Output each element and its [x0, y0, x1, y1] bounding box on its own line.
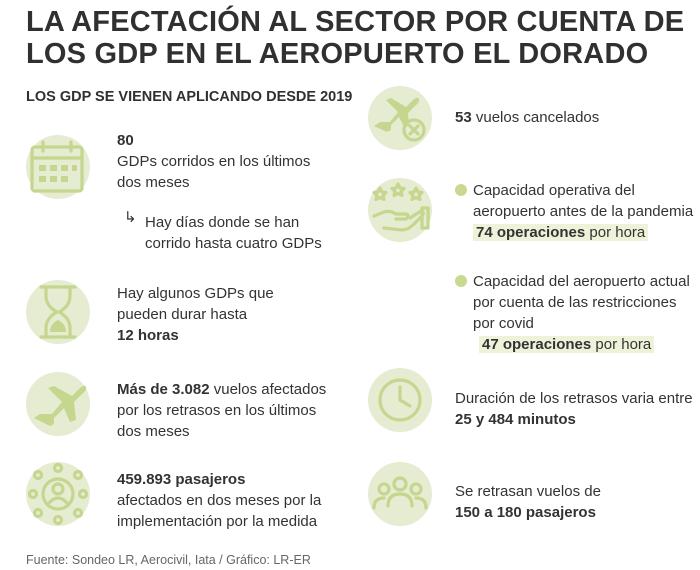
- people-network-icon: [26, 462, 90, 526]
- cancelled-bold: 53: [455, 109, 472, 126]
- passengers-line3: implementación por la medida: [117, 513, 318, 530]
- rating-hand-icon: [368, 178, 432, 242]
- gdps-note-line1: Hay días donde se han: [145, 214, 300, 231]
- delayed-pax-line1: Se retrasan vuelos de: [455, 483, 601, 500]
- flights-rest: vuelos afectados: [209, 381, 327, 398]
- gdps-note-line2: corrido hasta cuatro GDPs: [145, 235, 322, 252]
- flights-bold: Más de 3.082: [117, 381, 210, 398]
- passengers-value: 459.893 pasajeros: [117, 471, 246, 488]
- duration-value: 12 horas: [117, 327, 179, 344]
- duration-line1: Hay algunos GDPs que: [117, 285, 274, 302]
- gdps-line1: GDPs corridos en los últimos: [117, 153, 311, 170]
- clock-icon: [368, 368, 432, 432]
- bullet-dot: [455, 275, 467, 287]
- hourglass-icon: [26, 280, 90, 344]
- gdps-line2: dos meses: [117, 174, 190, 191]
- title-line-1: LA AFECTACIÓN AL SECTOR POR CUENTA DE: [26, 6, 685, 38]
- calendar-icon: [26, 135, 90, 199]
- capacity-before-line2: aeropuerto antes de la pandemia: [473, 203, 694, 220]
- duration-line2: pueden durar hasta: [117, 306, 248, 323]
- cancelled-rest: vuelos cancelados: [471, 109, 600, 126]
- capacity-now-line1: Capacidad del aeropuerto actual: [473, 273, 690, 290]
- bullet-dot: [455, 184, 467, 196]
- flights-block: Más de 3.082 vuelos afectados por los re…: [117, 379, 326, 442]
- group-icon: [368, 462, 432, 526]
- cancelled-block: 53 vuelos cancelados: [455, 107, 599, 128]
- duration-block: Hay algunos GDPs que pueden durar hasta …: [117, 283, 274, 346]
- source-note: Fuente: Sondeo LR, Aerocivil, Iata / Grá…: [26, 553, 311, 567]
- passengers-block: 459.893 pasajeros afectados en dos meses…: [117, 469, 321, 532]
- delayed-pax-block: Se retrasan vuelos de 150 a 180 pasajero…: [455, 481, 601, 523]
- capacity-now-block: Capacidad del aeropuerto actual por cuen…: [473, 271, 690, 355]
- flights-line3: dos meses: [117, 423, 190, 440]
- capacity-now-unit: por hora: [591, 336, 652, 353]
- title-line-2: LOS GDP EN EL AEROPUERTO EL DORADO: [26, 38, 649, 70]
- gdps-block: 80 GDPs corridos en los últimos dos mese…: [117, 130, 310, 193]
- flights-line2: por los retrasos en los últimos: [117, 402, 317, 419]
- subtitle: LOS GDP SE VIENEN APLICANDO DESDE 2019: [26, 89, 353, 105]
- delayed-pax-value: 150 a 180 pasajeros: [455, 504, 596, 521]
- delays-line1: Duración de los retrasos varia entre: [455, 390, 693, 407]
- cancelled-flight-icon: [368, 86, 432, 150]
- gdps-number: 80: [117, 132, 134, 149]
- passengers-line2: afectados en dos meses por la: [117, 492, 322, 509]
- capacity-now-line2: por cuenta de las restricciones: [473, 294, 677, 311]
- page-title: LA AFECTACIÓN AL SECTOR POR CUENTA DE LO…: [26, 6, 686, 70]
- capacity-before-block: Capacidad operativa del aeropuerto antes…: [473, 180, 693, 243]
- capacity-before-unit: por hora: [585, 224, 646, 241]
- gdps-note: Hay días donde se han corrido hasta cuat…: [145, 212, 322, 254]
- delays-value: 25 y 484 minutos: [455, 411, 576, 428]
- airplane-icon: [26, 372, 90, 436]
- delays-block: Duración de los retrasos varia entre 25 …: [455, 388, 693, 430]
- arrow-right-icon: ↳: [124, 209, 137, 226]
- capacity-before-value: 74 operaciones: [476, 224, 586, 241]
- capacity-now-value: 47 operaciones: [482, 336, 592, 353]
- capacity-before-line1: Capacidad operativa del: [473, 182, 635, 199]
- capacity-now-line3: por covid: [473, 315, 534, 332]
